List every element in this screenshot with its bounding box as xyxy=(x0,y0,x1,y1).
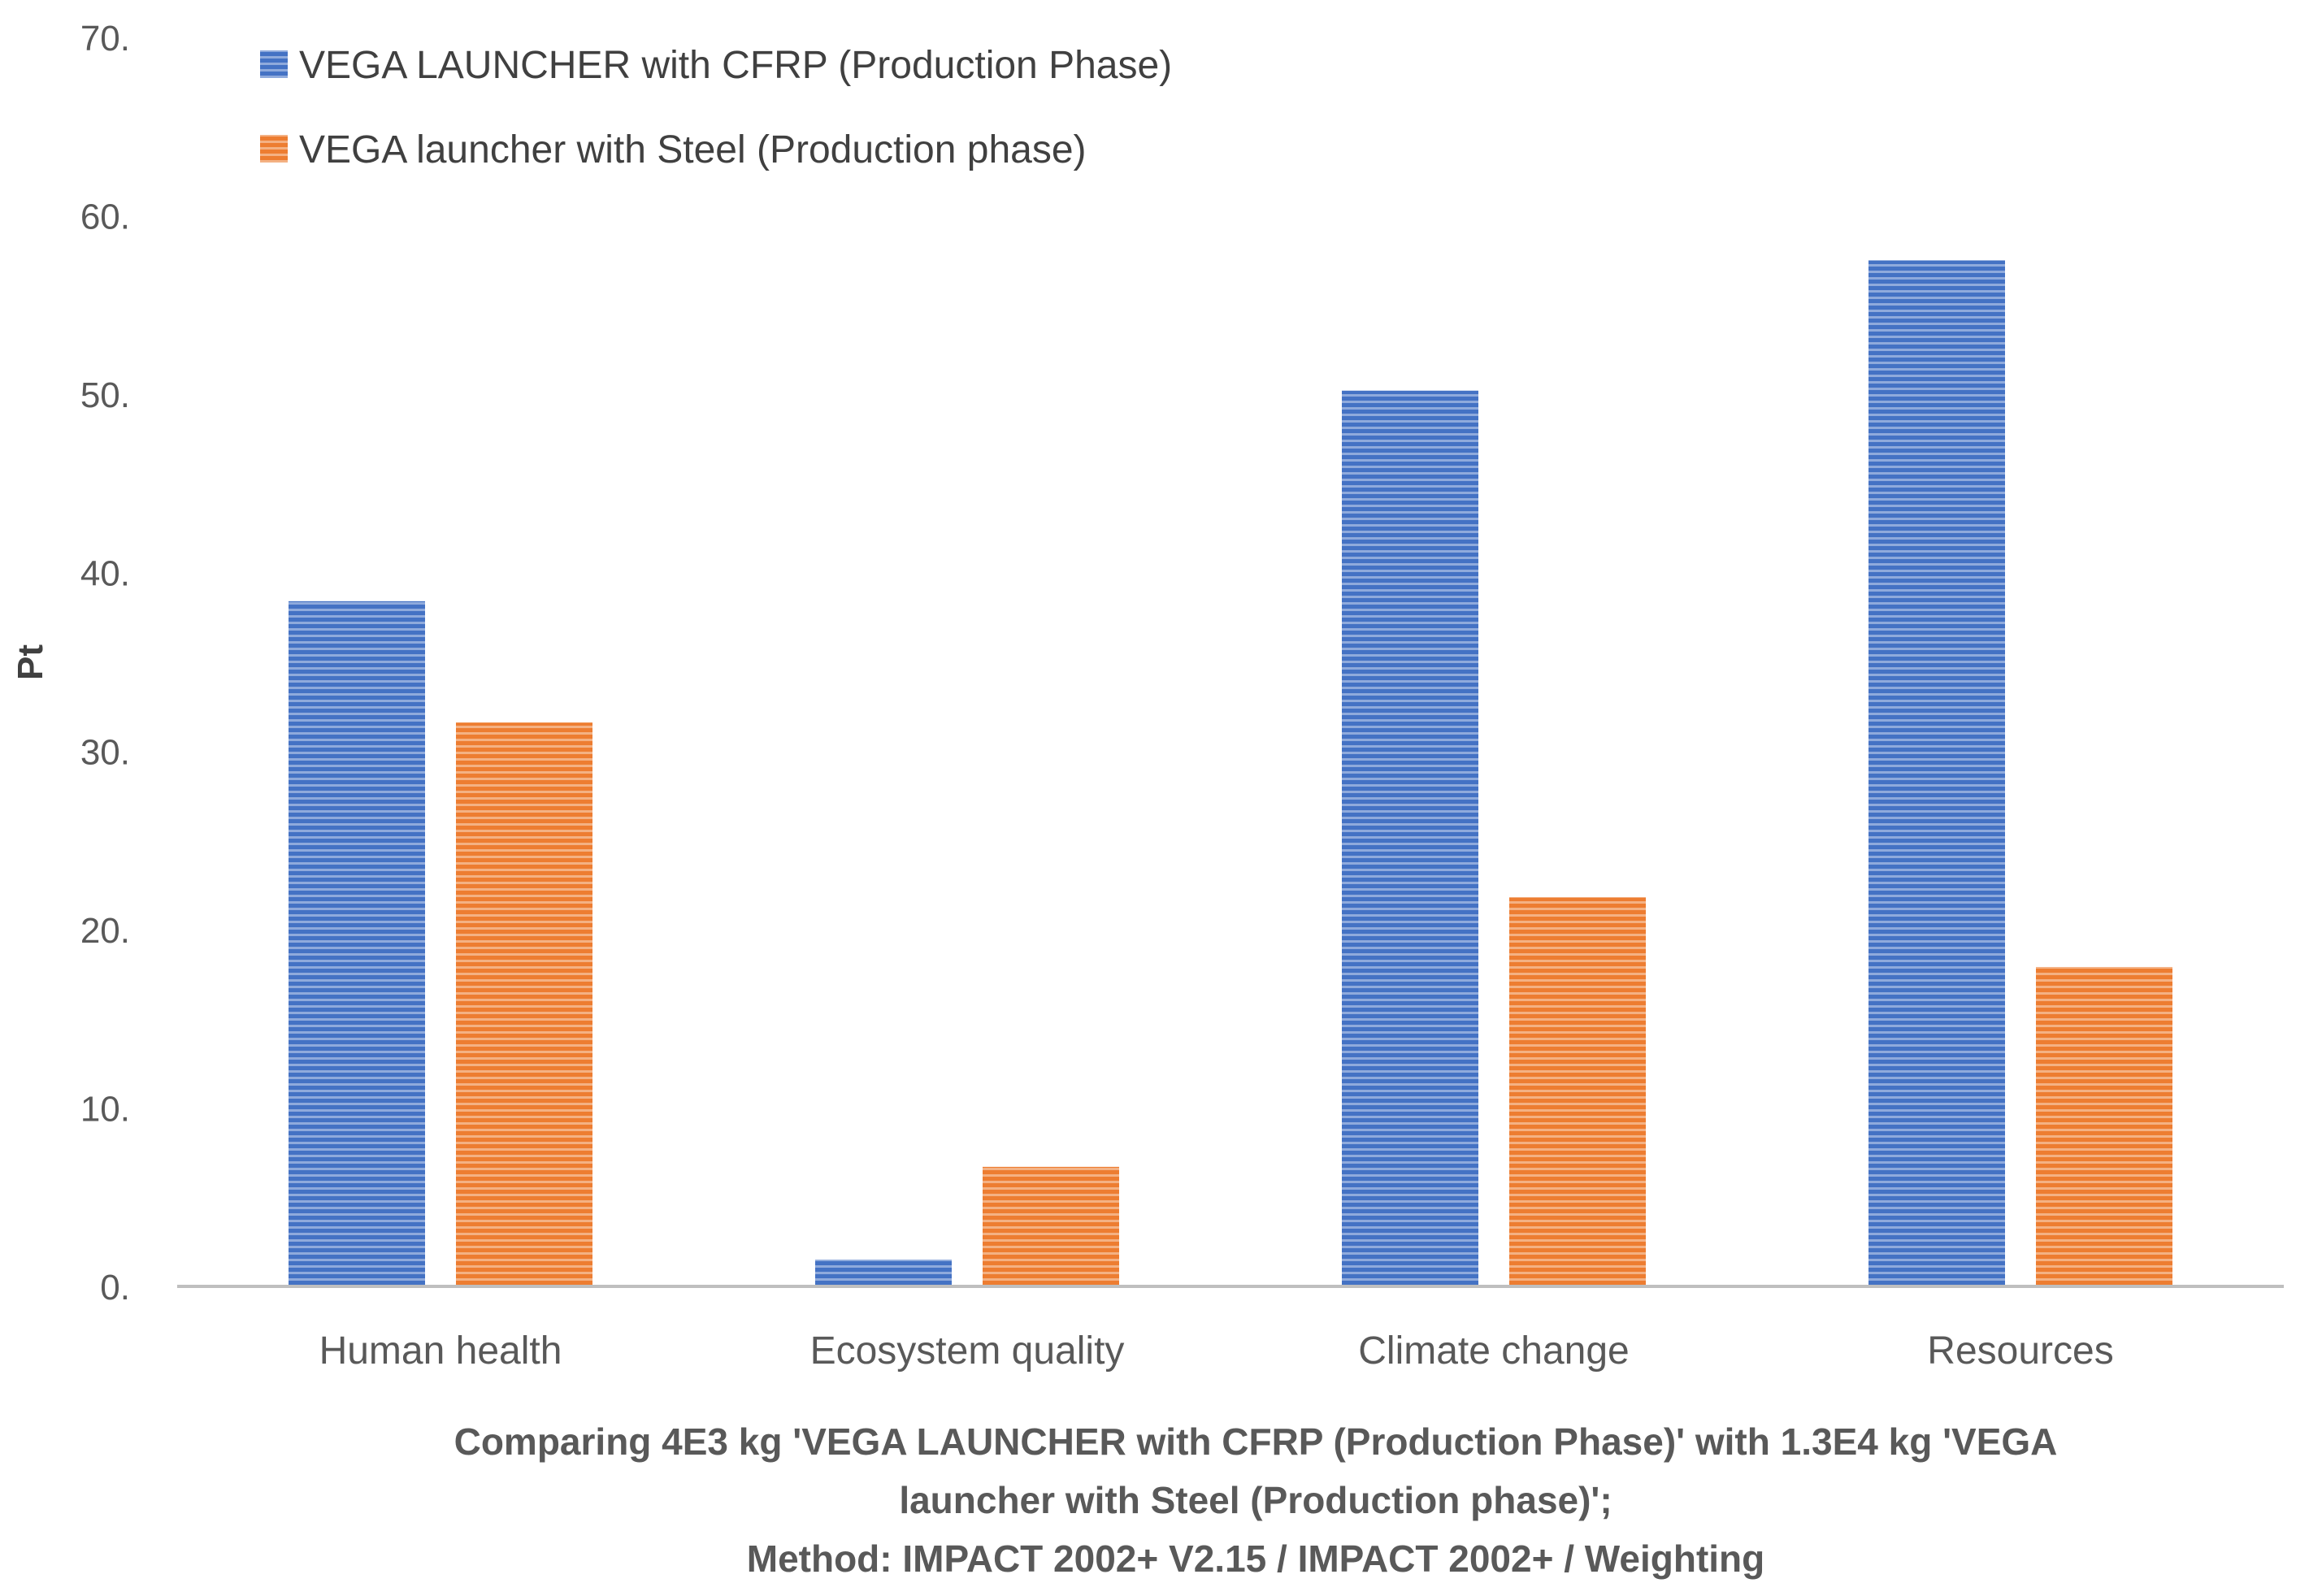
bar-steel-ecosystem-quality xyxy=(983,1166,1119,1286)
category-label: Ecosystem quality xyxy=(810,1329,1125,1373)
y-tick-label: 40. xyxy=(80,554,130,594)
bar-cfrp-climate-change xyxy=(1342,390,1478,1286)
bar-steel-resources xyxy=(2036,966,2172,1286)
y-tick-label: 30. xyxy=(80,732,130,772)
bar-steel-human-health xyxy=(456,722,592,1286)
legend-item-steel: VEGA launcher with Steel (Production pha… xyxy=(260,128,1087,171)
bar-cfrp-resources xyxy=(1868,260,2005,1286)
legend-swatch-steel xyxy=(260,135,288,163)
bars xyxy=(289,260,2172,1286)
category-label: Resources xyxy=(1927,1329,2113,1373)
y-axis-label: Pt xyxy=(11,644,50,680)
legend-item-cfrp: VEGA LAUNCHER with CFRP (Production Phas… xyxy=(260,44,1172,87)
x-axis-title: Comparing 4E3 kg 'VEGA LAUNCHER with CFR… xyxy=(454,1420,2058,1580)
y-tick-label: 60. xyxy=(80,197,130,237)
y-tick-label: 20. xyxy=(80,911,130,951)
category-labels: Human health Ecosystem quality Climate cha… xyxy=(319,1329,2114,1373)
category-label: Human health xyxy=(319,1329,562,1373)
legend: VEGA LAUNCHER with CFRP (Production Phas… xyxy=(260,44,1172,171)
category-label: Climate change xyxy=(1358,1329,1630,1373)
bar-cfrp-human-health xyxy=(289,601,425,1286)
y-tick-label: 0. xyxy=(100,1268,130,1308)
legend-label-steel: VEGA launcher with Steel (Production pha… xyxy=(299,128,1087,171)
y-tick-label: 70. xyxy=(80,19,130,59)
x-axis-title-line-2: launcher with Steel (Production phase)'; xyxy=(899,1479,1612,1521)
y-axis-ticks: 0. 10. 20. 30. 40. 50. 60. 70. xyxy=(80,19,130,1308)
bar-cfrp-ecosystem-quality xyxy=(815,1260,952,1286)
x-axis-title-line-1: Comparing 4E3 kg 'VEGA LAUNCHER with CFR… xyxy=(454,1420,2058,1463)
legend-swatch-cfrp xyxy=(260,50,288,78)
legend-label-cfrp: VEGA LAUNCHER with CFRP (Production Phas… xyxy=(299,44,1172,87)
x-axis-title-line-3: Method: IMPACT 2002+ V2.15 / IMPACT 2002… xyxy=(747,1537,1765,1580)
y-tick-label: 50. xyxy=(80,375,130,415)
bar-steel-climate-change xyxy=(1509,897,1646,1286)
y-tick-label: 10. xyxy=(80,1089,130,1129)
